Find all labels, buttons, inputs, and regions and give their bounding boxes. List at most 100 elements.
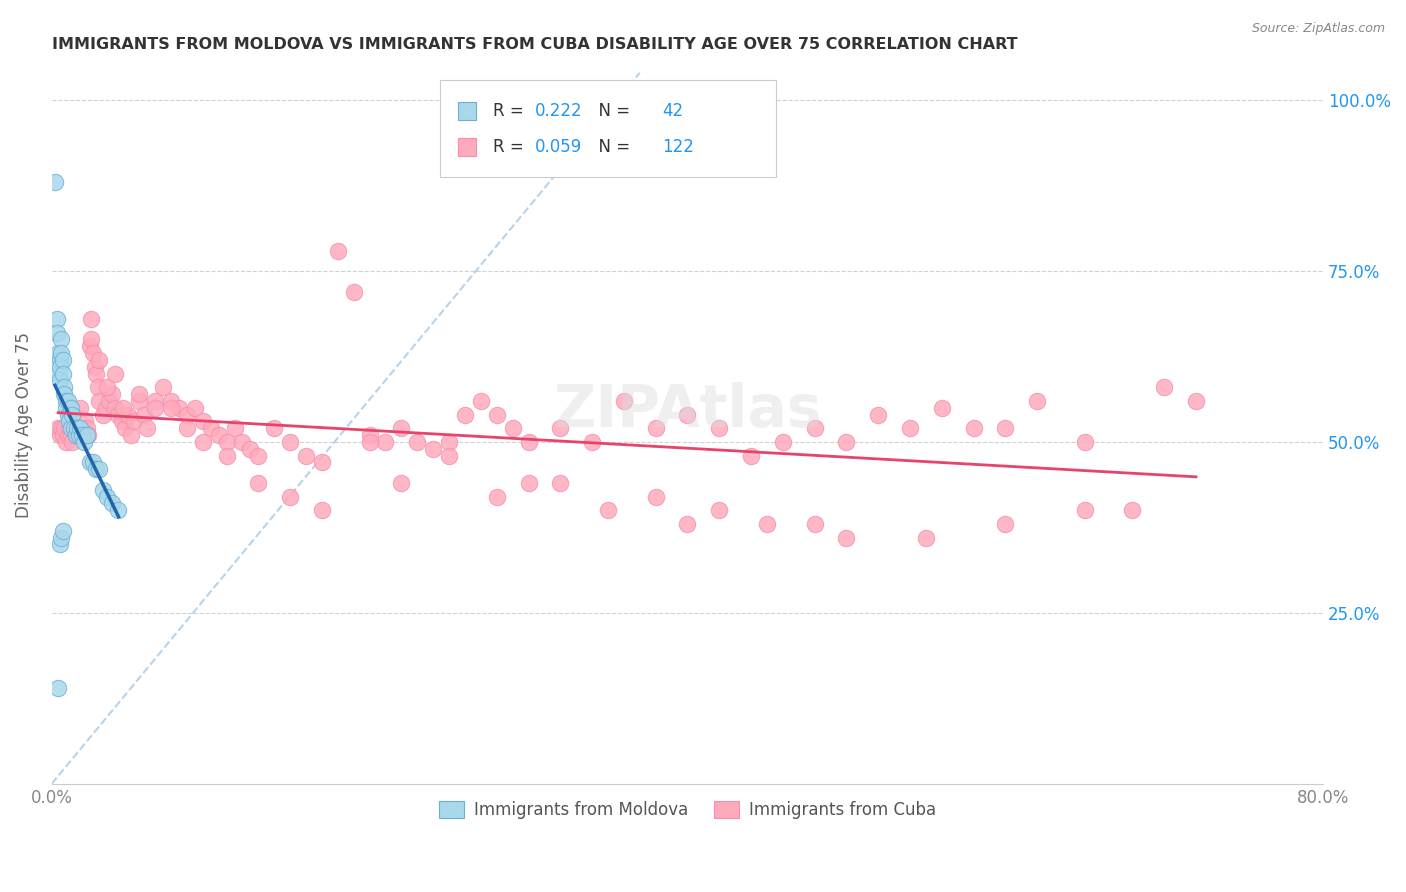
Point xyxy=(406,434,429,449)
Point xyxy=(79,339,101,353)
Point xyxy=(67,428,90,442)
Point xyxy=(65,428,87,442)
Point xyxy=(72,428,94,442)
Point xyxy=(389,421,412,435)
Point xyxy=(676,408,699,422)
Point xyxy=(46,346,69,360)
Point xyxy=(82,455,104,469)
Point xyxy=(128,387,150,401)
Point xyxy=(207,428,229,442)
Point xyxy=(581,434,603,449)
Point xyxy=(96,490,118,504)
Text: IMMIGRANTS FROM MOLDOVA VS IMMIGRANTS FROM CUBA DISABILITY AGE OVER 75 CORRELATI: IMMIGRANTS FROM MOLDOVA VS IMMIGRANTS FR… xyxy=(52,37,1018,53)
Point xyxy=(48,428,70,442)
Point xyxy=(51,531,73,545)
Point xyxy=(143,393,166,408)
Point xyxy=(51,421,73,435)
Text: 0.222: 0.222 xyxy=(534,102,582,120)
Point xyxy=(215,449,238,463)
Point xyxy=(128,393,150,408)
Point xyxy=(48,352,70,367)
Point xyxy=(76,428,98,442)
Point xyxy=(104,401,127,415)
Point xyxy=(53,387,76,401)
Point xyxy=(676,516,699,531)
Point xyxy=(709,503,731,517)
Point xyxy=(550,421,572,435)
Point xyxy=(278,434,301,449)
Text: ZIPAtlas: ZIPAtlas xyxy=(553,382,821,439)
Point xyxy=(45,312,67,326)
Point xyxy=(470,393,492,408)
Legend: Immigrants from Moldova, Immigrants from Cuba: Immigrants from Moldova, Immigrants from… xyxy=(433,794,942,826)
Point xyxy=(772,434,794,449)
Point xyxy=(91,483,114,497)
Point xyxy=(143,401,166,415)
Point xyxy=(120,428,142,442)
Point xyxy=(343,285,366,299)
Point xyxy=(1074,503,1097,517)
Point xyxy=(517,434,540,449)
Point xyxy=(152,380,174,394)
Point xyxy=(898,421,921,435)
Point xyxy=(215,434,238,449)
Point xyxy=(485,408,508,422)
Point xyxy=(437,434,460,449)
Point xyxy=(1121,503,1143,517)
Point xyxy=(75,414,97,428)
Point xyxy=(112,401,135,415)
Point xyxy=(191,434,214,449)
Point xyxy=(709,421,731,435)
Point xyxy=(80,312,103,326)
Point xyxy=(76,421,98,435)
Point xyxy=(69,401,91,415)
Point xyxy=(53,421,76,435)
Point xyxy=(65,428,87,442)
Point xyxy=(107,503,129,517)
Point xyxy=(111,414,134,428)
Point xyxy=(311,455,333,469)
Point xyxy=(176,421,198,435)
Point xyxy=(51,332,73,346)
Y-axis label: Disability Age Over 75: Disability Age Over 75 xyxy=(15,332,32,518)
Point xyxy=(94,401,117,415)
Point xyxy=(239,442,262,456)
Point xyxy=(1074,434,1097,449)
Point xyxy=(45,326,67,340)
Point xyxy=(91,408,114,422)
Point xyxy=(124,414,146,428)
Point xyxy=(63,421,86,435)
Point xyxy=(454,408,477,422)
Point xyxy=(70,421,93,435)
FancyBboxPatch shape xyxy=(440,80,776,178)
Point xyxy=(84,462,107,476)
Point xyxy=(994,516,1017,531)
Point xyxy=(740,449,762,463)
Point xyxy=(52,524,75,538)
Point xyxy=(596,503,619,517)
Point xyxy=(56,393,79,408)
Point xyxy=(1153,380,1175,394)
Point xyxy=(247,475,270,490)
Point xyxy=(59,421,82,435)
Point xyxy=(52,352,75,367)
Point xyxy=(58,414,80,428)
Point xyxy=(101,496,124,510)
Point xyxy=(422,442,444,456)
Point xyxy=(59,401,82,415)
Point xyxy=(868,408,890,422)
Point xyxy=(311,503,333,517)
Point xyxy=(132,408,155,422)
Point xyxy=(87,380,110,394)
Point xyxy=(231,434,253,449)
Point xyxy=(437,449,460,463)
Point xyxy=(62,434,84,449)
Point xyxy=(104,367,127,381)
Text: 122: 122 xyxy=(662,138,695,156)
Point xyxy=(755,516,778,531)
Point xyxy=(63,421,86,435)
Point xyxy=(247,449,270,463)
Point xyxy=(67,428,90,442)
Point xyxy=(66,421,89,435)
Point xyxy=(517,475,540,490)
